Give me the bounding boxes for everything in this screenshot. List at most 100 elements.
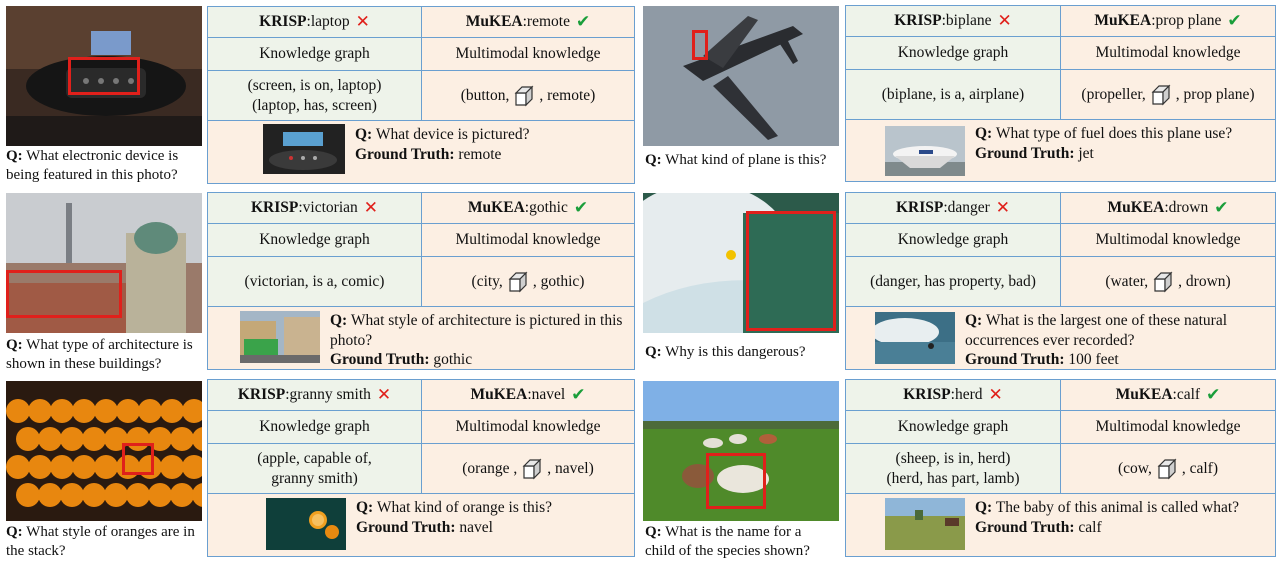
sub-question-prefix: Q: [965,312,983,329]
mm-triple: (cow, , calf) [1060,443,1275,493]
cross-icon: ✕ [988,385,1003,405]
triples-row: (biplane, is a, airplane) (propeller, , pr… [846,69,1275,119]
mm-triple-head: (orange , [462,459,518,477]
kg-triple: (screen, is on, laptop) [247,76,382,94]
cube-icon [517,458,547,480]
sub-question-block: Q: What style of architecture is picture… [330,311,627,370]
sub-question-thumbnail [240,311,320,363]
sub-question-thumbnail [885,498,965,550]
krisp-label: KRISP [895,199,944,216]
cube-icon [1148,271,1178,293]
krisp-cell: KRISP: victorian ✕ [208,193,421,223]
kg-header: Knowledge graph [846,223,1060,256]
cross-icon: ✕ [376,385,392,405]
cross-icon: ✕ [355,12,370,32]
example-photo [6,193,202,333]
mm-triple: (city, , gothic) [421,256,634,306]
mukea-answer: gothic [529,199,568,216]
krisp-label: KRISP [894,12,942,29]
attention-bounding-box [6,270,122,318]
mukea-label: MuKEA [1107,199,1165,216]
subheader-row: Knowledge graph Multimodal knowledge [846,410,1275,443]
mm-header: Multimodal knowledge [421,223,634,256]
triples-row: (screen, is on, laptop) (laptop, has, scr… [208,70,634,120]
mm-triple: (water, , drown) [1060,256,1275,306]
kg-header: Knowledge graph [208,223,421,256]
question-prefix: Q: [645,524,662,540]
check-icon: ✔ [1227,11,1242,31]
sub-question-text: What style of architecture is pictured i… [330,312,623,349]
cube-icon [1146,84,1176,106]
krisp-label: KRISP [250,199,299,216]
krisp-cell: KRISP: laptop ✕ [208,7,421,37]
knowledge-table: KRISP: granny smith ✕ MuKEA: navel ✔ Knowled… [207,379,635,557]
sub-question-prefix: Q: [975,125,993,142]
kg-header: Knowledge graph [846,36,1060,69]
sub-question-thumbnail [263,124,345,174]
mm-triple-tail: , calf) [1181,459,1218,477]
kg-header: Knowledge graph [208,37,421,70]
ground-truth: Ground Truth: jet [975,144,1268,164]
kg-triple: (victorian, is a, comic) [244,272,385,290]
question-body: What electronic device is being featured… [6,148,179,183]
mm-triple-tail: , drown) [1178,272,1231,290]
mukea-cell: MuKEA: drown ✔ [1060,193,1275,223]
cube-icon [1152,458,1182,480]
attention-bounding-box [746,211,836,331]
ground-truth-label: Ground Truth: [356,518,456,536]
mukea-label: MuKEA [1115,386,1173,403]
attention-bounding-box [122,443,154,475]
krisp-answer: herd [954,386,983,403]
question-body: Why is this dangerous? [665,344,806,360]
ground-truth-answer: remote [458,145,502,163]
header-row: KRISP: victorian ✕ MuKEA: gothic ✔ [208,193,634,223]
question-text: Q: What type of architecture is shown in… [6,336,206,374]
kg-triple: granny smith) [271,469,358,487]
check-icon: ✔ [575,12,591,32]
question-text: Q: What electronic device is being featu… [6,147,206,185]
kg-triples: (sheep, is in, herd) (herd, has part, lam… [846,443,1060,493]
question-text: Q: What is the name for a child of the s… [645,523,835,561]
subheader-row: Knowledge graph Multimodal knowledge [846,223,1275,256]
mukea-cell: MuKEA: prop plane ✔ [1060,6,1275,36]
krisp-answer: laptop [310,13,350,30]
mm-triple-tail: , navel) [547,459,594,477]
krisp-label: KRISP [259,13,307,30]
krisp-cell: KRISP: herd ✕ [846,380,1060,410]
mm-triple-tail: , prop plane) [1175,85,1255,103]
sub-question: Q: What is the largest one of these natu… [965,311,1268,350]
question-body: What type of architecture is shown in th… [6,337,193,372]
sub-question-text: The baby of this animal is called what? [995,499,1240,516]
check-icon: ✔ [573,198,589,218]
mukea-label: MuKEA [467,199,525,216]
mukea-cell: MuKEA: calf ✔ [1060,380,1275,410]
subheader-row: Knowledge graph Multimodal knowledge [846,36,1275,69]
krisp-cell: KRISP: biplane ✕ [846,6,1060,36]
mm-triple-head: (water, [1105,272,1149,290]
sub-question-block: Q: What kind of orange is this? Ground Tr… [356,498,627,537]
kg-triple: (apple, capable of, [257,449,372,467]
cross-icon: ✕ [997,11,1012,31]
knowledge-table: KRISP: danger ✕ MuKEA: drown ✔ Knowledge gra… [845,192,1276,370]
mm-header: Multimodal knowledge [1060,223,1275,256]
krisp-answer: victorian [302,199,358,216]
kg-triple: (laptop, has, screen) [252,96,377,114]
mukea-answer: calf [1176,386,1201,403]
kg-triple: (biplane, is a, airplane) [881,85,1025,103]
check-icon: ✔ [571,385,586,405]
mukea-answer: navel [531,386,566,403]
kg-header: Knowledge graph [208,410,421,443]
header-row: KRISP: danger ✕ MuKEA: drown ✔ [846,193,1275,223]
mukea-label: MuKEA [470,386,528,403]
triples-row: (victorian, is a, comic) (city, , gothic) [208,256,634,306]
mm-triple-head: (cow, [1118,459,1152,477]
mm-triple-tail: , gothic) [532,272,585,290]
sub-question-thumbnail [885,126,965,176]
krisp-cell: KRISP: danger ✕ [846,193,1060,223]
mm-triple: (button, , remote) [421,70,634,120]
check-icon: ✔ [1206,385,1221,405]
question-text: Q: What kind of plane is this? [645,151,835,170]
kg-triples: (apple, capable of, granny smith) [208,443,421,493]
ground-truth: Ground Truth: calf [975,518,1268,538]
sub-question-thumbnail [266,498,346,550]
